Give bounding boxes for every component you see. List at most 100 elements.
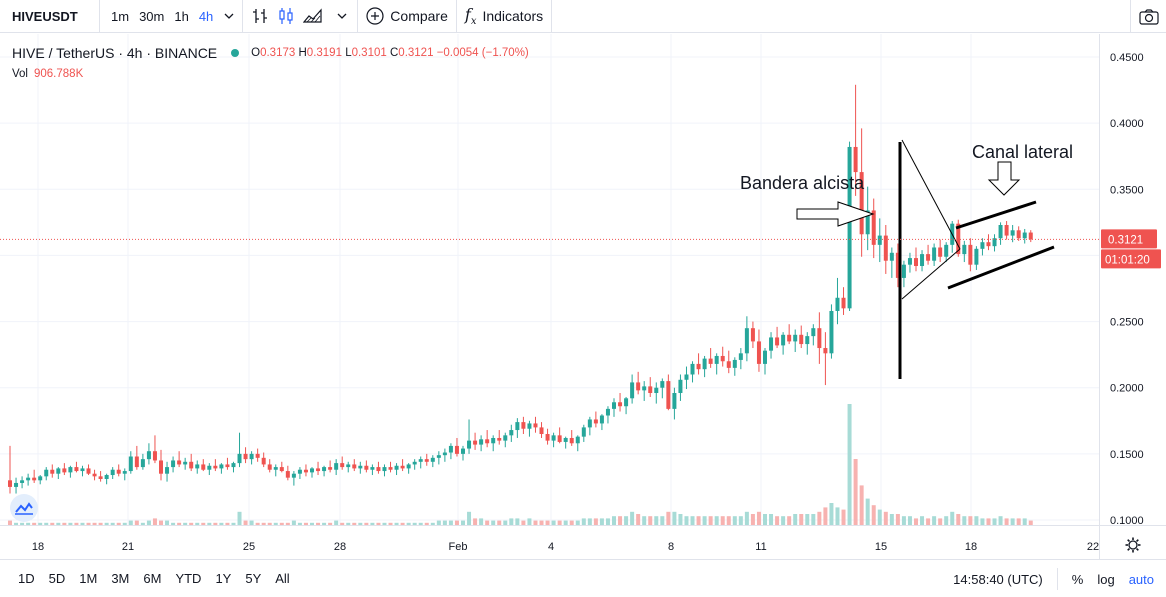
indicators-button[interactable]: fx Indicators bbox=[457, 0, 553, 33]
pennant-upper-line[interactable] bbox=[901, 139, 961, 250]
candle-body bbox=[630, 382, 635, 399]
volume-bar bbox=[515, 518, 520, 525]
candle-body bbox=[146, 451, 151, 460]
volume-bar bbox=[1016, 518, 1021, 525]
volume-bar bbox=[400, 522, 405, 525]
arrow-down-icon[interactable] bbox=[987, 161, 1021, 196]
drawings[interactable]: Bandera alcista Canal lateral bbox=[740, 139, 1073, 379]
price-chart[interactable]: Bandera alcista Canal lateral 0.4500 0.40… bbox=[0, 34, 1166, 559]
candle-body bbox=[491, 437, 496, 444]
candle-body bbox=[249, 453, 254, 460]
interval-30m[interactable]: 30m bbox=[139, 8, 165, 24]
volume-bar bbox=[732, 516, 737, 525]
volume-bar bbox=[165, 520, 170, 525]
volume-bar bbox=[835, 507, 840, 525]
candle-body bbox=[684, 374, 689, 380]
gear-icon[interactable] bbox=[1125, 537, 1141, 553]
candle-body bbox=[388, 467, 393, 470]
candle-body bbox=[189, 461, 194, 469]
time-scale[interactable]: 18 21 25 28 Feb 4 8 11 15 18 22 bbox=[0, 525, 1166, 554]
volume-bar bbox=[159, 520, 163, 525]
volume-bar bbox=[316, 522, 321, 525]
volume-bar bbox=[382, 522, 387, 525]
time-tick-label: 15 bbox=[875, 541, 887, 553]
time-tick-label: Feb bbox=[449, 541, 468, 553]
scale-options: 14:58:40 (UTC) % log auto bbox=[939, 560, 1166, 597]
chart-area[interactable]: HIVE / TetherUS · 4h · BINANCE O0.3173 H… bbox=[0, 34, 1166, 559]
percent-scale-toggle[interactable]: % bbox=[1071, 571, 1084, 587]
snapshot-button[interactable] bbox=[1130, 0, 1166, 33]
volume-bar bbox=[720, 516, 725, 525]
volume-bar bbox=[569, 520, 574, 525]
candle-body bbox=[376, 467, 381, 472]
range-ytd[interactable]: YTD bbox=[175, 571, 202, 586]
candle-body bbox=[648, 386, 653, 394]
candle-body bbox=[461, 448, 465, 454]
range-6m[interactable]: 6M bbox=[143, 571, 162, 586]
symbol-search-button[interactable]: HIVEUSDT bbox=[0, 0, 100, 33]
volume-bar bbox=[303, 522, 308, 525]
volume-bar bbox=[297, 522, 302, 525]
tradingview-logo[interactable] bbox=[10, 494, 38, 522]
gear-icon-ring bbox=[1128, 540, 1138, 550]
flag-annotation[interactable]: Bandera alcista bbox=[740, 173, 865, 193]
range-3m[interactable]: 3M bbox=[111, 571, 130, 586]
volume-bar bbox=[901, 516, 906, 525]
candle-body bbox=[8, 480, 12, 487]
volume-bar bbox=[666, 511, 671, 525]
arrow-right-icon[interactable] bbox=[796, 201, 875, 227]
volume-bar bbox=[799, 514, 804, 525]
range-5y[interactable]: 5Y bbox=[245, 571, 262, 586]
candle-body bbox=[787, 334, 792, 342]
area-style-icon[interactable] bbox=[303, 7, 323, 25]
chevron-down-icon[interactable] bbox=[335, 9, 349, 23]
interval-1m[interactable]: 1m bbox=[111, 8, 130, 24]
volume-bar bbox=[738, 516, 743, 525]
interval-1h[interactable]: 1h bbox=[174, 8, 189, 24]
interval-4h[interactable]: 4h bbox=[198, 8, 214, 24]
channel-lower-line[interactable] bbox=[947, 245, 1055, 290]
range-5d[interactable]: 5D bbox=[48, 571, 66, 586]
volume-bar bbox=[793, 514, 798, 525]
candle-body bbox=[436, 455, 441, 458]
candle-body bbox=[261, 457, 266, 465]
candle-body bbox=[448, 445, 453, 453]
volume-bar bbox=[436, 520, 441, 525]
range-1y[interactable]: 1Y bbox=[215, 571, 232, 586]
log-scale-toggle[interactable]: log bbox=[1097, 571, 1115, 587]
candle-body bbox=[865, 210, 870, 235]
candle-style-icon[interactable] bbox=[277, 7, 295, 25]
low-value: 0.3101 bbox=[351, 47, 387, 59]
volume-bar bbox=[104, 522, 109, 525]
range-1d[interactable]: 1D bbox=[18, 571, 35, 586]
volume-bar bbox=[551, 520, 556, 525]
volume-bar bbox=[152, 518, 157, 525]
countdown-tag bbox=[1101, 249, 1161, 269]
volume-bar bbox=[225, 522, 230, 525]
auto-scale-toggle[interactable]: auto bbox=[1128, 571, 1154, 587]
candle-body bbox=[521, 422, 526, 429]
range-1m[interactable]: 1M bbox=[79, 571, 98, 586]
volume-bar bbox=[376, 522, 381, 525]
channel-annotation[interactable]: Canal lateral bbox=[972, 142, 1073, 162]
candle-body bbox=[920, 254, 925, 267]
volume-bar bbox=[68, 522, 73, 525]
clock-display[interactable]: 14:58:40 (UTC) bbox=[939, 568, 1058, 590]
candle-body bbox=[642, 386, 647, 391]
candle-body bbox=[901, 264, 906, 278]
channel-upper-line[interactable] bbox=[955, 200, 1037, 230]
chevron-down-icon[interactable] bbox=[222, 9, 236, 23]
range-all[interactable]: All bbox=[275, 571, 290, 586]
candle-body bbox=[50, 469, 55, 474]
candle-body bbox=[122, 471, 127, 474]
compare-button[interactable]: Compare bbox=[358, 0, 457, 33]
bar-style-icon[interactable] bbox=[251, 7, 269, 25]
price-scale[interactable]: 0.45000.40000.35000.30000.25000.20000.15… bbox=[1099, 34, 1162, 559]
volume-bar bbox=[479, 518, 484, 525]
candle-body bbox=[310, 468, 314, 473]
candle-body bbox=[968, 244, 973, 265]
volume-bar bbox=[859, 485, 864, 525]
candle-body bbox=[267, 464, 272, 470]
volume-bar bbox=[907, 516, 912, 525]
pennant-lower-line[interactable] bbox=[901, 248, 961, 300]
